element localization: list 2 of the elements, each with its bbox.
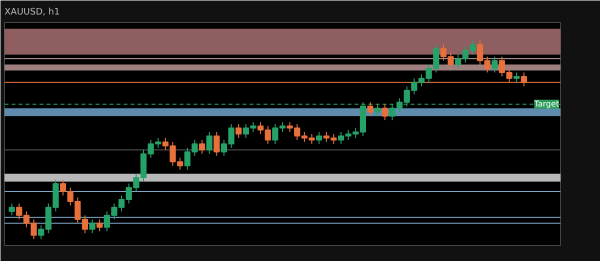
ref-line-label: Target (533, 100, 560, 109)
chart-title: XAUUSD, h1 (4, 8, 60, 18)
